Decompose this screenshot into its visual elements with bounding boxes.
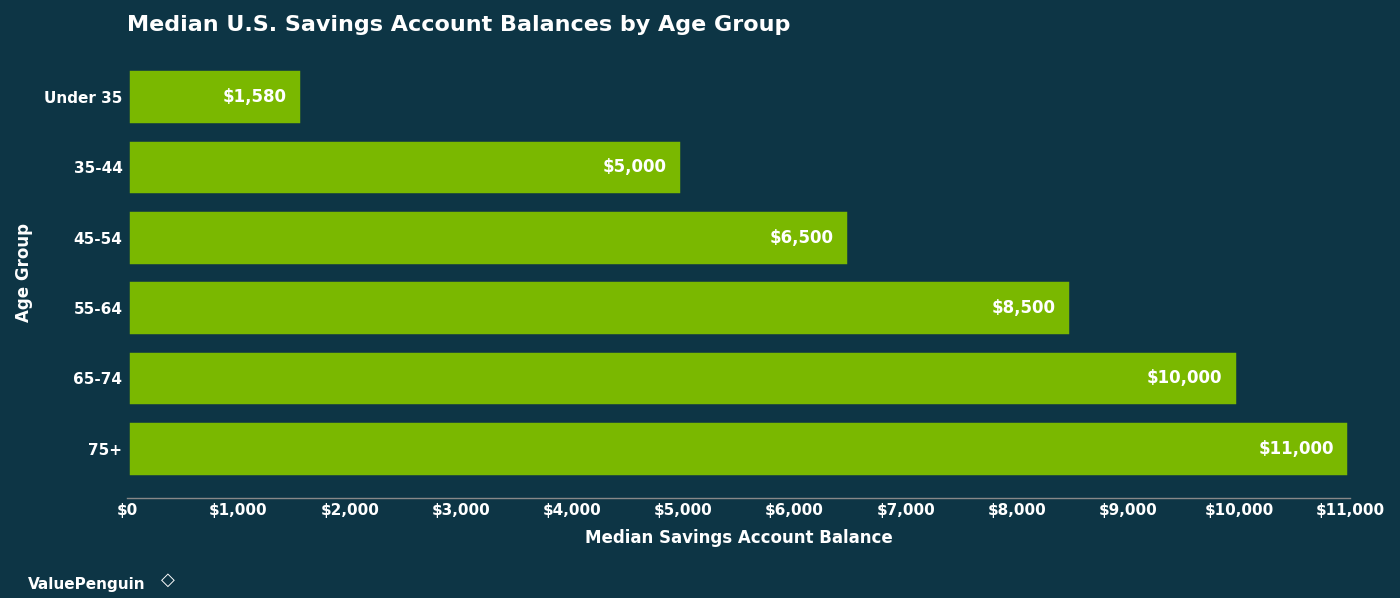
Text: $8,500: $8,500 (991, 299, 1056, 317)
Text: $6,500: $6,500 (770, 228, 833, 247)
Bar (127, 420, 1351, 478)
Text: $5,000: $5,000 (602, 158, 666, 176)
Bar (127, 350, 1239, 407)
Bar (127, 68, 302, 126)
Bar (127, 279, 1072, 337)
Y-axis label: Age Group: Age Group (15, 224, 34, 322)
Text: $1,580: $1,580 (223, 88, 287, 106)
Bar (127, 209, 850, 267)
Text: Median U.S. Savings Account Balances by Age Group: Median U.S. Savings Account Balances by … (127, 15, 791, 35)
Text: ◇: ◇ (161, 571, 175, 589)
Bar (127, 139, 683, 196)
X-axis label: Median Savings Account Balance: Median Savings Account Balance (585, 529, 893, 547)
Text: ValuePenguin: ValuePenguin (28, 577, 146, 592)
Text: $10,000: $10,000 (1147, 370, 1222, 388)
Text: $11,000: $11,000 (1259, 440, 1334, 458)
